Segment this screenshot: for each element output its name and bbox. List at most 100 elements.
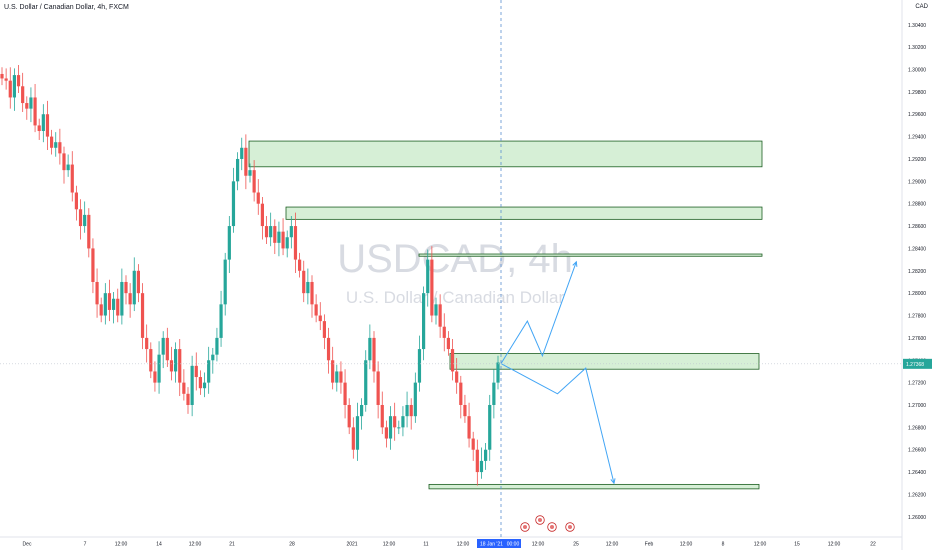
time-tick-label: 12:00 [532, 542, 545, 548]
candle-body [331, 360, 335, 383]
time-tick-label: 8 [722, 542, 725, 548]
candle-body [41, 114, 45, 132]
crosshair-time-label: 18 Jan '21 [480, 542, 503, 548]
economic-event-icon-dot [523, 525, 527, 529]
currency-label: CAD [915, 4, 928, 10]
candle-body [310, 281, 314, 305]
candle-body [12, 75, 16, 98]
candle-body [264, 226, 269, 238]
time-tick-label: 28 [289, 542, 295, 548]
time-tick-label: 14 [156, 542, 162, 548]
candle-body [306, 281, 310, 294]
candle-body [496, 362, 500, 383]
candle-body [140, 293, 145, 338]
candle-body [174, 349, 178, 372]
candle-body [231, 181, 236, 227]
candle-body [87, 214, 91, 249]
supply-demand-zone [248, 140, 763, 168]
price-tick-label: 1.26600 [908, 448, 926, 454]
price-tick-label: 1.29000 [908, 179, 926, 185]
price-tick-label: 1.26200 [908, 492, 926, 498]
candle-body [260, 203, 264, 227]
candle-body [438, 304, 442, 327]
candle-body [178, 349, 182, 383]
candle-body [426, 259, 430, 294]
time-tick-label: 7 [84, 542, 87, 548]
candle-body [244, 147, 248, 176]
candle-body [434, 304, 438, 316]
candle-body [103, 293, 107, 316]
candle-body [16, 75, 21, 87]
price-tick-label: 1.28400 [908, 246, 926, 252]
price-tick-label: 1.29600 [908, 112, 926, 118]
candle-body [355, 416, 360, 450]
candle-body [145, 337, 149, 350]
supply-demand-zone [428, 483, 760, 490]
candle-body [314, 304, 318, 316]
candle-body [492, 382, 496, 405]
candle-body [488, 404, 492, 450]
candle-body [380, 404, 384, 428]
candle-body [289, 226, 293, 238]
candle-body [91, 248, 95, 282]
price-tick-label: 1.28000 [908, 291, 926, 297]
candle-body [99, 304, 103, 316]
candle-body [8, 80, 12, 98]
time-tick-label: 15 [794, 542, 800, 548]
watermark-name: U.S. Dollar / Canadian Dollar [346, 288, 565, 307]
crosshair-time-badge [477, 539, 521, 548]
candle-body [157, 354, 161, 383]
supply-demand-zone [285, 206, 763, 220]
candle-body [25, 103, 29, 109]
supply-demand-zone [449, 353, 760, 370]
projection-path [500, 261, 577, 364]
time-tick-label: 12:00 [189, 542, 202, 548]
price-tick-label: 1.27000 [908, 403, 926, 409]
time-tick-label: 12:00 [680, 542, 693, 548]
candle-body [211, 354, 215, 361]
candle-body [236, 158, 240, 182]
candle-body [277, 231, 281, 243]
candle-body [219, 304, 223, 338]
time-tick-label: Dec [23, 542, 32, 548]
candle-body [401, 416, 405, 428]
candle-body [0, 73, 4, 79]
candle-body [198, 377, 202, 389]
time-tick-label: 21 [229, 542, 235, 548]
candle-body [463, 404, 467, 417]
projection-path [500, 363, 615, 484]
candle-body [165, 337, 169, 361]
candle-body [132, 270, 136, 305]
candle-body [161, 337, 165, 355]
candle-body [207, 360, 211, 383]
price-tick-label: 1.26000 [908, 515, 926, 521]
supply-demand-zone [418, 253, 763, 257]
candle-body [273, 226, 277, 243]
candle-body [302, 270, 306, 294]
price-tick-label: 1.27800 [908, 314, 926, 320]
candle-body [467, 416, 471, 439]
candle-body [95, 281, 99, 305]
price-tick-label: 1.27600 [908, 336, 926, 342]
candle-body [393, 416, 397, 428]
candle-body [281, 231, 285, 249]
price-tick-label: 1.26400 [908, 470, 926, 476]
candle-body [215, 337, 219, 355]
price-tick-label: 1.28200 [908, 269, 926, 275]
candle-body [194, 365, 198, 378]
projection-arrowhead [610, 478, 616, 485]
candle-body [339, 371, 343, 383]
candle-body [422, 293, 426, 350]
candle-body [149, 349, 153, 372]
price-tick-label: 1.28800 [908, 202, 926, 208]
candle-body [285, 237, 289, 249]
candle-body [388, 416, 393, 439]
candle-body [351, 427, 355, 450]
candle-body [186, 393, 190, 405]
candle-body [240, 147, 244, 159]
candle-body [153, 371, 157, 383]
price-tick-label: 1.29200 [908, 157, 926, 163]
candle-body [252, 170, 256, 193]
candle-body [322, 321, 326, 338]
